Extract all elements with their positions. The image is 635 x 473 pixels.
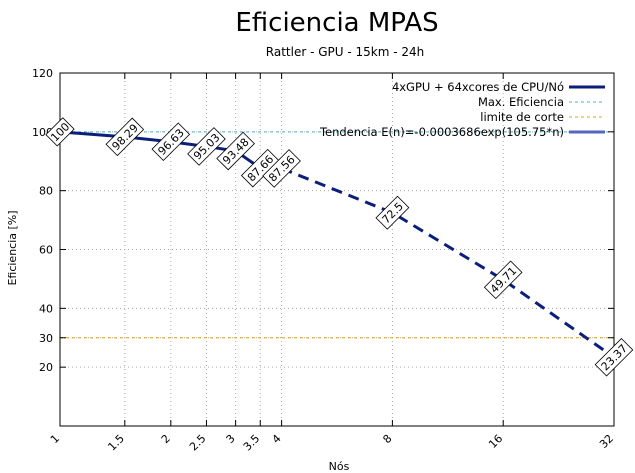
data-label: 100 [45,117,75,147]
series-lines [59,130,615,359]
y-axis-label: Eficiencia [%] [6,210,19,285]
x-axis-label: Nós [329,460,350,473]
x-tick-label: 2 [159,432,173,446]
y-tick-label: 20 [39,361,53,374]
legend-cut-label: limite de corte [480,110,564,124]
x-tick-label: 3 [224,432,238,446]
legend-trend-label: Tendencia E(n)=-0.0003686exp(105.75*n) [319,125,564,139]
x-tick-label: 8 [380,432,394,446]
y-tick-label: 80 [39,185,53,198]
x-tick-label: 3.5 [241,432,263,454]
data-label-box [45,117,75,147]
chart-subtitle: Rattler - GPU - 15km - 24h [266,45,424,59]
legend-max-label: Max. Eficiencia [478,95,564,109]
y-tick-label: 30 [39,332,53,345]
data-label-box [216,131,255,171]
x-tick-label: 1.5 [105,432,127,454]
y-tick-label: 120 [32,67,53,80]
data-label-box [483,260,523,300]
x-tick-label: 2.5 [187,432,209,454]
data-label-box [187,127,226,166]
data-label-box [105,117,145,157]
chart-title: Eficiencia MPAS [235,8,438,38]
data-label-box [375,195,410,230]
data-label-box [594,337,634,377]
data-label: 23.37 [594,337,634,377]
x-tick-label: 1 [48,432,62,446]
data-label: 72.5 [375,195,410,230]
y-tick-label: 40 [39,302,53,315]
data-label-box [262,149,301,188]
x-tick-label: 16 [486,432,505,451]
y-tick-label: 60 [39,244,53,257]
legend-series-label: 4xGPU + 64xcores de CPU/Nó [392,80,564,94]
reference-lines [60,131,614,339]
data-label: 49.71 [483,260,523,300]
data-label-box [151,122,191,162]
x-tick-label: 32 [597,432,616,451]
series-line-dashed [281,167,615,359]
x-tick-label: 4 [270,432,284,446]
